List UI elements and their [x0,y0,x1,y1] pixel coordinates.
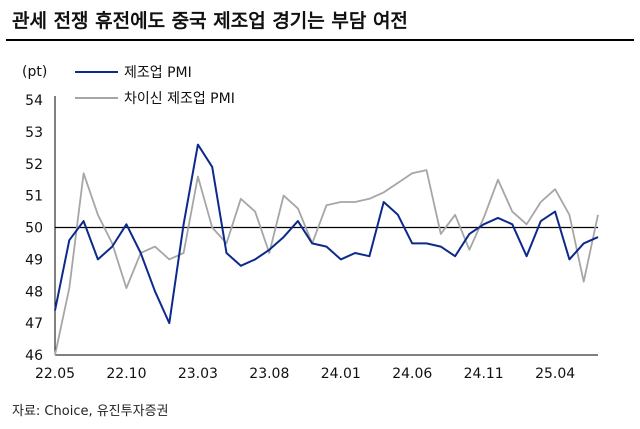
source-note: 자료: Choice, 유진투자증권 [12,404,169,419]
y-tick-label: 46 [25,348,43,364]
x-tick-label: 23.03 [178,366,218,382]
legend-label: 차이신 제조업 PMI [124,91,235,107]
y-tick-label: 52 [25,157,43,173]
x-tick-label: 25.04 [535,366,575,382]
y-tick-label: 51 [25,189,43,205]
title-divider [6,39,634,41]
x-tick-label: 23.08 [249,366,289,382]
legend-label: 제조업 PMI [124,65,192,81]
chart-title: 관세 전쟁 휴전에도 중국 제조업 경기는 부담 여전 [12,10,408,32]
y-tick-label: 50 [25,221,43,237]
x-tick-label: 22.05 [35,366,75,382]
y-tick-label: 47 [25,316,43,332]
y-tick-label: 49 [25,252,43,268]
series-line-caixin-pmi [54,169,599,356]
pmi-line-chart: (pt) 46 47 48 49 50 51 52 53 54 22.05 22.10 23.03 23.… [22,64,599,382]
x-tick-label: 22.10 [106,366,146,382]
y-axis-unit: (pt) [22,64,47,80]
x-tick-label: 24.06 [392,366,432,382]
x-tick-label: 24.01 [321,366,361,382]
y-tick-label: 48 [25,284,43,300]
series-line-manufacturing-pmi [54,143,599,325]
y-tick-label: 54 [25,93,43,109]
x-tick-label: 24.11 [464,366,504,382]
y-tick-label: 53 [25,125,43,141]
